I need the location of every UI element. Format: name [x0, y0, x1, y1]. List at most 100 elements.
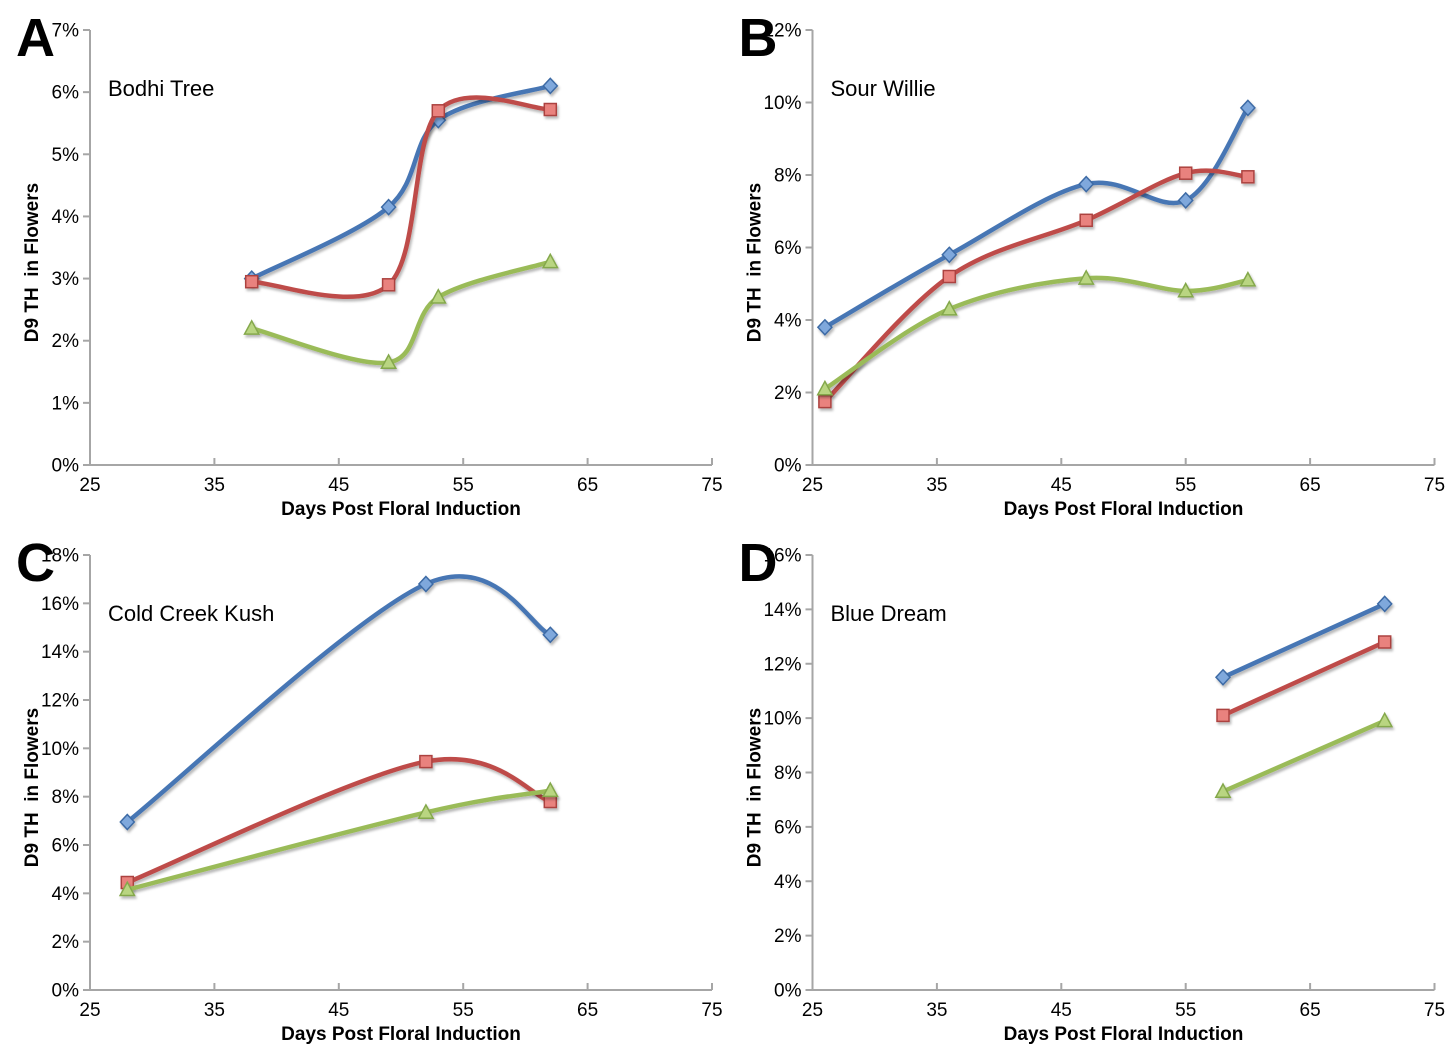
strain-title: Sour Willie	[831, 76, 936, 101]
y-tick-label: 12%	[763, 654, 801, 675]
green-triangle-series-line	[1220, 718, 1387, 794]
diamond-marker	[542, 77, 559, 95]
square-marker	[1216, 708, 1230, 723]
diamond-marker	[816, 318, 833, 336]
x-tick-label: 45	[328, 1000, 349, 1021]
y-tick-label: 2%	[52, 932, 80, 953]
triangle-marker	[1177, 281, 1195, 298]
red-square-series	[818, 166, 1255, 409]
triangle-marker	[243, 319, 261, 335]
red-square-series	[120, 754, 558, 890]
triangle-marker	[541, 781, 559, 798]
x-tick-label: 75	[701, 1000, 722, 1021]
y-axis-title: D9 TH in Flowers	[745, 708, 766, 867]
y-tick-label: 16%	[41, 594, 79, 615]
chart-C: 0% 2% 4% 6% 8% 10% 12% 14% 16% 18% 25 35 45 55 65 75 Day…	[16, 533, 723, 1045]
diamond-marker	[1078, 175, 1095, 193]
x-axis-title: Days Post Floral Induction	[1004, 1024, 1244, 1045]
diamond-marker	[1177, 191, 1194, 209]
square-marker	[1178, 166, 1193, 180]
triangle-marker	[1376, 711, 1394, 728]
triangle-marker	[816, 379, 834, 396]
y-tick-label: 2%	[774, 383, 802, 404]
x-tick-label: 65	[1300, 475, 1321, 496]
blue-diamond-series	[119, 574, 559, 831]
y-tick-label: 4%	[774, 872, 802, 893]
triangle-marker	[1239, 271, 1257, 287]
x-tick-label: 35	[204, 1000, 225, 1021]
blue-diamond-series-line	[249, 83, 553, 281]
square-marker	[1241, 170, 1255, 184]
y-tick-label: 8%	[774, 763, 802, 784]
square-marker	[244, 274, 259, 289]
y-tick-label: 10%	[41, 739, 79, 760]
x-tick-label: 65	[1300, 1000, 1321, 1021]
y-tick-label: 0%	[774, 456, 802, 477]
triangle-marker	[380, 353, 398, 370]
x-tick-label: 25	[802, 475, 823, 496]
x-tick-label: 45	[328, 475, 349, 496]
x-axis-title: Days Post Floral Induction	[281, 499, 521, 520]
green-triangle-series	[243, 252, 559, 370]
triangle-marker	[417, 803, 435, 819]
diamond-marker	[542, 626, 559, 644]
y-tick-label: 14%	[41, 642, 79, 663]
x-tick-label: 65	[577, 1000, 598, 1021]
x-tick-label: 35	[926, 1000, 947, 1021]
blue-diamond-series	[1214, 595, 1393, 686]
y-tick-label: 16%	[763, 546, 801, 567]
green-triangle-series	[816, 269, 1257, 396]
strain-title: Cold Creek Kush	[108, 601, 274, 626]
square-marker	[1377, 635, 1392, 649]
diamond-marker	[941, 246, 958, 264]
triangle-marker	[429, 288, 447, 304]
panel-B-sour-willie: 0% 2% 4% 6% 8% 10% 12% 25 35 45 55 65 75 Days Post Fl…	[722, 0, 1445, 525]
panel-letter: A	[16, 8, 55, 68]
red-square-series-line	[249, 95, 553, 300]
x-tick-label: 45	[1051, 475, 1072, 496]
red-square-series-line	[1220, 639, 1387, 718]
triangle-marker	[1077, 269, 1095, 285]
y-tick-label: 3%	[52, 269, 80, 290]
x-tick-label: 25	[79, 1000, 100, 1021]
x-tick-label: 55	[1175, 1000, 1196, 1021]
panel-letter: B	[739, 8, 778, 68]
green-triangle-series	[1214, 711, 1394, 799]
triangle-marker	[1214, 782, 1232, 799]
y-tick-label: 12%	[41, 691, 79, 712]
x-tick-label: 75	[1424, 475, 1445, 496]
y-tick-label: 0%	[52, 981, 80, 1002]
y-tick-label: 6%	[774, 817, 802, 838]
panel-letter: D	[739, 533, 778, 593]
y-tick-label: 7%	[52, 21, 80, 42]
x-tick-label: 35	[204, 475, 225, 496]
y-tick-label: 2%	[52, 331, 80, 352]
y-tick-label: 8%	[774, 166, 802, 187]
y-tick-label: 2%	[774, 926, 802, 947]
x-tick-label: 25	[802, 1000, 823, 1021]
panel-A-bodhi-tree: 0% 1% 2% 3% 4% 5% 6% 7% 25 35 45 55 65 75 Days Post Fl…	[0, 0, 723, 525]
x-tick-label: 65	[577, 475, 598, 496]
axes	[805, 29, 1436, 466]
red-square-series	[1216, 635, 1392, 723]
green-triangle-series-line	[125, 788, 553, 892]
x-tick-label: 55	[453, 475, 474, 496]
blue-diamond-series	[243, 77, 559, 288]
panel-D-blue-dream: 0% 2% 4% 6% 8% 10% 12% 14% 16% 25 35 45 55 65 75 Days P…	[722, 525, 1445, 1050]
y-tick-label: 0%	[52, 456, 80, 477]
y-tick-label: 5%	[52, 145, 80, 166]
panel-letter: C	[16, 533, 55, 593]
square-marker	[1079, 213, 1093, 228]
y-tick-label: 0%	[774, 981, 802, 1002]
green-triangle-series-line	[822, 275, 1251, 392]
red-square-series-line	[822, 168, 1251, 404]
diamond-marker	[1214, 668, 1232, 686]
y-tick-label: 1%	[52, 393, 80, 414]
y-axis-title: D9 TH in Flowers	[745, 183, 766, 342]
chart-D: 0% 2% 4% 6% 8% 10% 12% 14% 16% 25 35 45 55 65 75 Days P…	[739, 533, 1445, 1045]
blue-diamond-series-line	[125, 574, 553, 825]
y-tick-label: 10%	[763, 93, 801, 114]
triangle-marker	[940, 300, 958, 316]
